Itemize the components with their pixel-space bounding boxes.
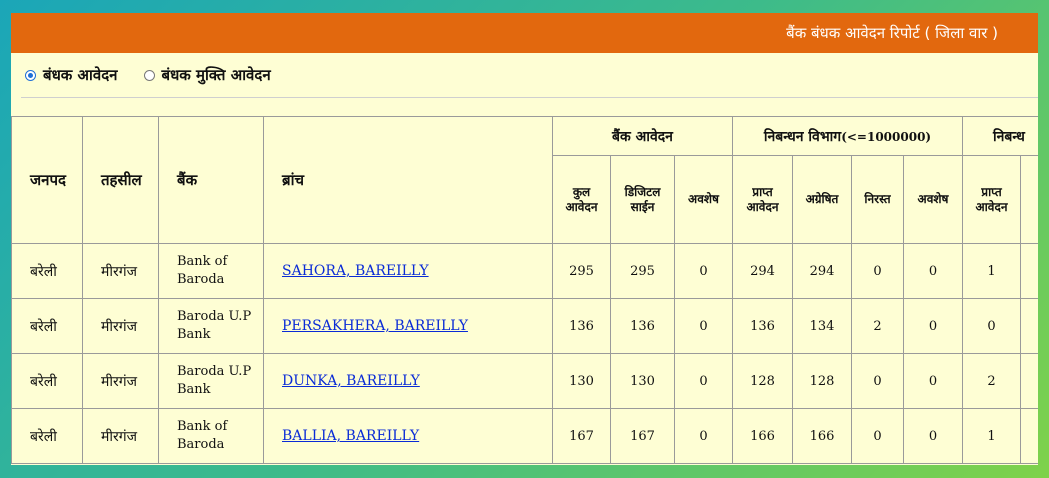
cell-value: 128 — [792, 353, 852, 409]
cell-tehsil: मीरगंज — [82, 243, 159, 299]
cell-value: 0 — [674, 408, 733, 464]
cell-value: 1 — [962, 408, 1021, 464]
cell-value: 0 — [962, 298, 1021, 354]
radio-label: बंधक मुक्ति आवेदन — [161, 66, 271, 84]
sub-nirast: निरस्त — [851, 155, 904, 244]
cell-value-cut — [1020, 353, 1038, 409]
sub-prapt-avedan: प्राप्त आवेदन — [732, 155, 793, 244]
sub-digital-sign: डिजिटल साईन — [610, 155, 675, 244]
cell-branch: BALLIA, BAREILLY — [263, 408, 553, 464]
sub-kul-avedan: कुल आवेदन — [552, 155, 611, 244]
table-row: बरेली मीरगंज Bank of Baroda SAHORA, BAREI… — [11, 243, 1038, 299]
cell-janpad: बरेली — [11, 243, 83, 299]
cell-value: 128 — [732, 353, 793, 409]
branch-link[interactable]: SAHORA, BAREILLY — [282, 263, 429, 279]
cell-value: 295 — [610, 243, 675, 299]
radio-label: बंधक आवेदन — [43, 66, 118, 84]
table-row: बरेली मीरगंज Bank of Baroda BALLIA, BAREI… — [11, 408, 1038, 464]
cell-branch: PERSAKHERA, BAREILLY — [263, 298, 553, 354]
report-title: बैंक बंधक आवेदन रिपोर्ट ( जिला वार ) — [786, 24, 998, 42]
cell-janpad: बरेली — [11, 408, 83, 464]
cell-bank: Baroda U.P Bank — [158, 298, 264, 354]
cell-value: 0 — [903, 243, 963, 299]
radio-checked-icon[interactable] — [25, 69, 36, 81]
cell-bank: Bank of Baroda — [158, 408, 264, 464]
sub-avshesh: अवशेष — [674, 155, 733, 244]
cell-janpad: बरेली — [11, 353, 83, 409]
group-nibandhan-vibhag: निबन्धन विभाग(<=1000000) — [732, 116, 963, 156]
sub-agreshit: अग्रेषित — [792, 155, 852, 244]
group-bank-avedan: बैंक आवेदन — [552, 116, 733, 156]
cell-value: 1 — [962, 243, 1021, 299]
cell-tehsil: मीरगंज — [82, 408, 159, 464]
col-branch: ब्रांच — [263, 116, 553, 244]
cell-value: 0 — [674, 243, 733, 299]
branch-link[interactable]: PERSAKHERA, BAREILLY — [282, 318, 468, 334]
cell-value: 0 — [851, 408, 904, 464]
cell-value: 167 — [552, 408, 611, 464]
cell-value: 0 — [674, 298, 733, 354]
report-table-wrap: जनपद तहसील बैंक ब्रांच बैंक आवेदन निबन्ध… — [11, 116, 1038, 464]
table-row: बरेली मीरगंज Baroda U.P Bank DUNKA, BAREI… — [11, 353, 1038, 409]
cell-value: 0 — [851, 243, 904, 299]
sub-cut: अ — [1020, 155, 1038, 244]
cell-value-cut — [1020, 298, 1038, 354]
cell-value: 294 — [792, 243, 852, 299]
cell-value: 0 — [674, 353, 733, 409]
col-bank: बैंक — [158, 116, 264, 244]
sub-avshesh-2: अवशेष — [903, 155, 963, 244]
cell-value-cut — [1020, 243, 1038, 299]
radio-unchecked-icon[interactable] — [143, 69, 155, 81]
cell-value: 294 — [732, 243, 793, 299]
group-nibandhan-cut: निबन्ध — [962, 116, 1038, 156]
branch-link[interactable]: BALLIA, BAREILLY — [282, 428, 420, 444]
radio-bandhak-avedan[interactable]: बंधक आवेदन — [25, 65, 118, 85]
group-nibandhan-limit: (<=1000000) — [841, 129, 932, 144]
table-row: बरेली मीरगंज Baroda U.P Bank PERSAKHERA, … — [11, 298, 1038, 354]
cell-value: 295 — [552, 243, 611, 299]
cell-bank: Baroda U.P Bank — [158, 353, 264, 409]
cell-value: 130 — [610, 353, 675, 409]
cell-value: 166 — [732, 408, 793, 464]
cell-value: 0 — [903, 408, 963, 464]
cell-janpad: बरेली — [11, 298, 83, 354]
cell-bank: Bank of Baroda — [158, 243, 264, 299]
report-type-radio-group: बंधक आवेदन बंधक मुक्ति आवेदन — [11, 53, 1038, 97]
cell-value: 136 — [552, 298, 611, 354]
cell-value: 167 — [610, 408, 675, 464]
radio-bandhak-mukti-avedan[interactable]: बंधक मुक्ति आवेदन — [143, 65, 271, 85]
cell-value: 0 — [903, 353, 963, 409]
report-panel: बैंक बंधक आवेदन रिपोर्ट ( जिला वार ) बंध… — [11, 13, 1038, 465]
cell-value: 2 — [851, 298, 904, 354]
cell-value: 134 — [792, 298, 852, 354]
cell-tehsil: मीरगंज — [82, 298, 159, 354]
cell-value: 0 — [851, 353, 904, 409]
cell-value: 136 — [732, 298, 793, 354]
cell-tehsil: मीरगंज — [82, 353, 159, 409]
sub-prapt-avedan-2: प्राप्त आवेदन — [962, 155, 1021, 244]
col-janpad: जनपद — [11, 116, 83, 244]
col-tehsil: तहसील — [82, 116, 159, 244]
cell-branch: SAHORA, BAREILLY — [263, 243, 553, 299]
cell-value: 136 — [610, 298, 675, 354]
cell-value-cut — [1020, 408, 1038, 464]
cell-value: 130 — [552, 353, 611, 409]
report-header: बैंक बंधक आवेदन रिपोर्ट ( जिला वार ) — [11, 13, 1038, 53]
cell-branch: DUNKA, BAREILLY — [263, 353, 553, 409]
cell-value: 0 — [903, 298, 963, 354]
divider — [21, 97, 1038, 98]
cell-value: 2 — [962, 353, 1021, 409]
cell-value: 166 — [792, 408, 852, 464]
group-nibandhan-label: निबन्धन विभाग — [763, 128, 842, 145]
report-table: जनपद तहसील बैंक ब्रांच बैंक आवेदन निबन्ध… — [11, 116, 1038, 464]
branch-link[interactable]: DUNKA, BAREILLY — [282, 373, 420, 389]
